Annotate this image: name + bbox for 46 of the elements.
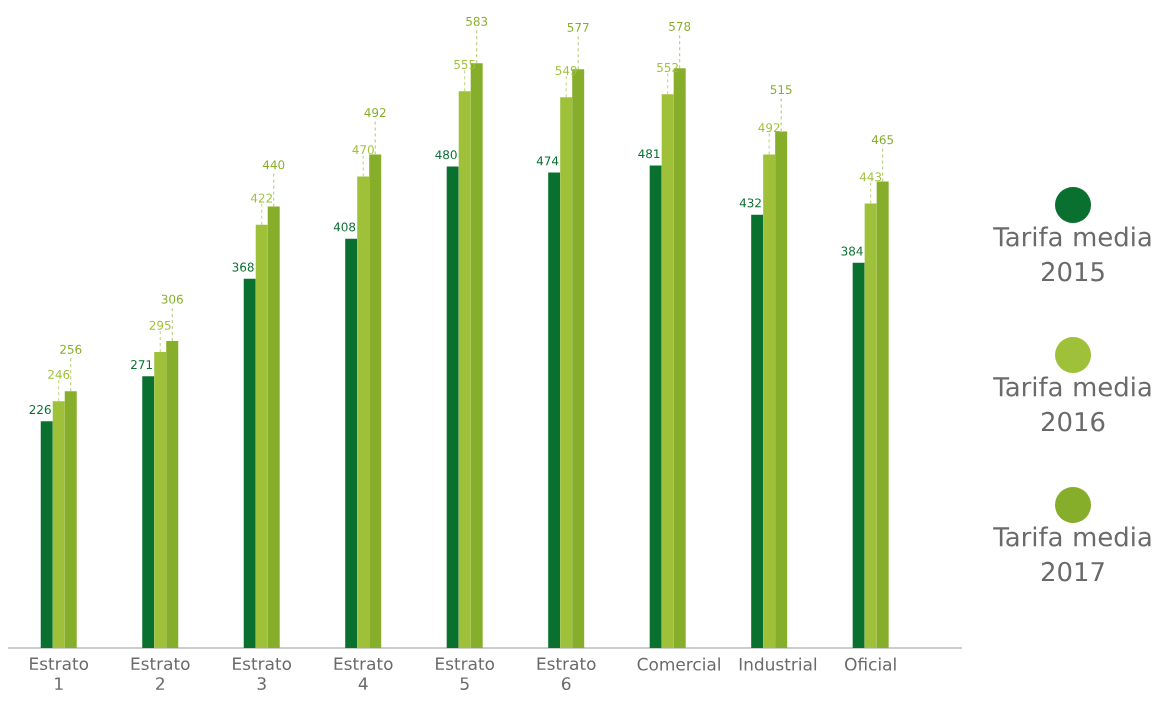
data-label: 246: [48, 369, 70, 379]
data-label: 440: [262, 160, 285, 170]
data-label: 552: [657, 62, 678, 73]
data-label: 368: [232, 262, 254, 272]
x-tick-label: Estrato 2: [131, 657, 190, 690]
bar: [548, 172, 561, 648]
x-tick-label: Estrato 5: [436, 657, 495, 691]
bar: [751, 214, 764, 648]
bar: [649, 165, 662, 648]
data-label: 432: [739, 198, 761, 208]
bar: [446, 166, 459, 648]
data-label: 465: [871, 135, 894, 145]
data-label: 271: [131, 360, 152, 369]
data-label: 422: [250, 193, 272, 203]
x-tick-label: Estrato 6: [537, 657, 596, 691]
data-label: 577: [567, 22, 589, 32]
legend-label: Tarifa media 2016: [993, 376, 1151, 432]
data-label: 515: [770, 85, 792, 95]
data-label: 578: [669, 21, 691, 31]
bar: [852, 262, 865, 648]
data-label: 443: [859, 172, 882, 182]
legend-label: Tarifa media 2017: [993, 526, 1151, 582]
x-tick-label: Industrial: [739, 657, 817, 671]
bar: [142, 376, 155, 648]
data-label: 474: [536, 156, 559, 166]
x-tick-label: Comercial: [637, 657, 720, 671]
x-tick-label: Estrato 4: [334, 657, 393, 690]
x-tick-label: Estrato 1: [30, 657, 89, 690]
data-label: 384: [841, 246, 863, 256]
data-label: 470: [352, 145, 374, 155]
data-label: 583: [466, 16, 488, 26]
data-label: 492: [364, 108, 386, 118]
data-label: 226: [29, 405, 51, 415]
data-label: 492: [758, 123, 780, 133]
bar: [40, 421, 53, 648]
x-tick-label: Estrato 3: [233, 657, 292, 691]
data-label: 295: [149, 320, 171, 330]
data-label: 408: [333, 222, 356, 232]
data-label: 306: [161, 294, 183, 304]
legend-label: Tarifa media 2015: [993, 226, 1151, 282]
bar: [243, 278, 256, 648]
data-label: 256: [60, 344, 82, 354]
data-label: 481: [638, 149, 660, 159]
bar: [345, 238, 358, 648]
data-label: 480: [435, 150, 457, 160]
x-tick-label: Oficial: [845, 657, 896, 671]
